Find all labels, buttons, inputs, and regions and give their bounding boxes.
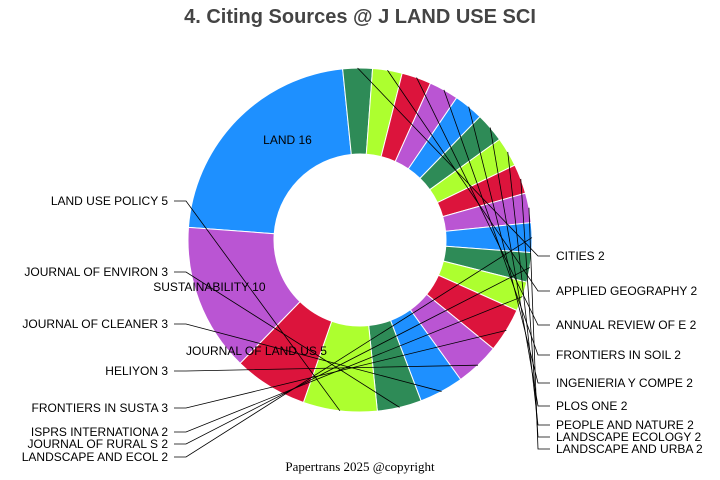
leader-line-annual-review-of-e bbox=[416, 77, 550, 326]
slice-label-journal-of-environ: JOURNAL OF ENVIRON 3 bbox=[24, 265, 168, 279]
leader-line-ingenieria-y-compe bbox=[468, 106, 550, 384]
slice-label-journal-of-rural-s: JOURNAL OF RURAL S 2 bbox=[28, 437, 169, 451]
leader-line-isprs-internationa bbox=[174, 296, 523, 433]
leader-line-plos-one bbox=[489, 127, 550, 407]
slice-sustainability bbox=[187, 226, 301, 365]
leader-line-journal-of-environ bbox=[174, 271, 400, 408]
slice-label-heliyon: HELIYON 3 bbox=[105, 364, 168, 378]
copyright-credit: Papertrans 2025 @copyright bbox=[285, 459, 435, 474]
slice-label-plos-one: PLOS ONE 2 bbox=[556, 399, 628, 413]
leader-line-frontiers-in-susta bbox=[174, 329, 507, 409]
slice-label-landscape-ecology: LANDSCAPE ECOLOGY 2 bbox=[556, 430, 701, 444]
slice-label-landscape-and-urba: LANDSCAPE AND URBA 2 bbox=[556, 442, 703, 456]
slice-label-sustainability: SUSTAINABILITY 10 bbox=[153, 280, 266, 294]
leader-line-people-and-nature bbox=[507, 151, 550, 426]
leader-line-landscape-and-urba bbox=[528, 207, 550, 450]
leader-line-landscape-and-ecol bbox=[174, 237, 533, 458]
leader-line-heliyon bbox=[174, 364, 478, 372]
leader-line-land-use-policy bbox=[174, 200, 341, 412]
leader-line-applied-geography bbox=[387, 69, 550, 292]
slice-label-frontiers-in-susta: FRONTIERS IN SUSTA 3 bbox=[32, 401, 169, 415]
leader-line-frontiers-in-soil bbox=[443, 89, 550, 356]
slice-label-people-and-nature: PEOPLE AND NATURE 2 bbox=[556, 418, 694, 432]
slice-label-isprs-internationa: ISPRS INTERNATIONA 2 bbox=[31, 425, 168, 439]
chart-title: 4. Citing Sources @ J LAND USE SCI bbox=[184, 6, 536, 28]
slice-label-land-use-policy: LAND USE POLICY 5 bbox=[51, 194, 168, 208]
slice-label-journal-of-cleaner: JOURNAL OF CLEANER 3 bbox=[22, 317, 168, 331]
slice-label-land: LAND 16 bbox=[263, 133, 312, 147]
slice-label-ingenieria-y-compe: INGENIERIA Y COMPE 2 bbox=[556, 376, 693, 390]
leader-line-cities bbox=[357, 67, 550, 257]
leader-line-journal-of-cleaner bbox=[174, 323, 442, 392]
slice-label-journal-of-land-us: JOURNAL OF LAND US 5 bbox=[186, 344, 327, 358]
slice-land bbox=[187, 68, 352, 235]
slice-label-landscape-and-ecol: LANDSCAPE AND ECOL 2 bbox=[22, 450, 169, 464]
slice-label-frontiers-in-soil: FRONTIERS IN SOIL 2 bbox=[556, 348, 681, 362]
slice-label-cities: CITIES 2 bbox=[556, 249, 605, 263]
leader-line-landscape-ecology bbox=[520, 178, 550, 438]
slice-label-applied-geography: APPLIED GEOGRAPHY 2 bbox=[556, 284, 697, 298]
leader-line-journal-of-rural-s bbox=[174, 267, 530, 445]
slice-label-annual-review-of-e: ANNUAL REVIEW OF E 2 bbox=[556, 318, 697, 332]
